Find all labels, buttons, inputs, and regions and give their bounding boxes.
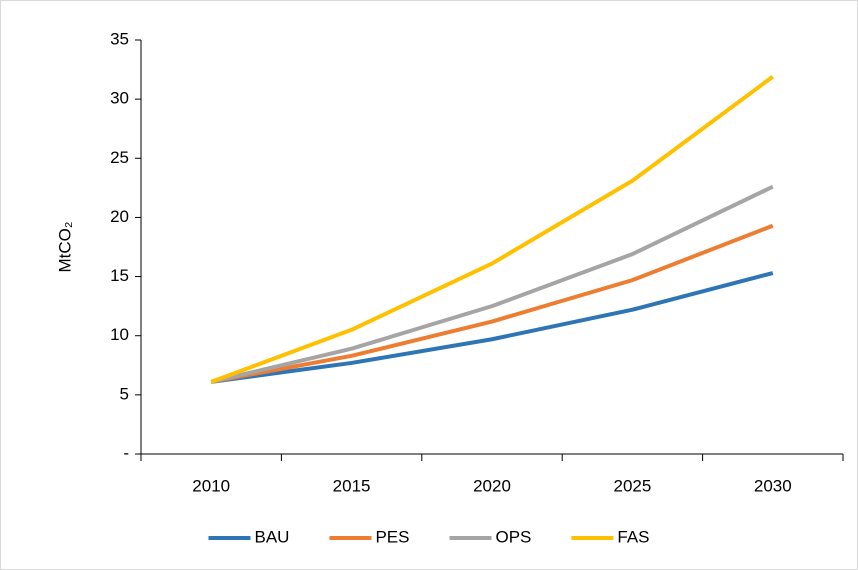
x-tick-label: 2010	[192, 476, 230, 495]
x-tick-label: 2025	[613, 476, 651, 495]
y-tick-label: 10	[110, 325, 129, 344]
y-tick-label: 20	[110, 207, 129, 226]
legend-label: OPS	[495, 527, 531, 546]
series-line	[210, 75, 774, 384]
y-tick-label: 25	[110, 148, 129, 167]
x-tick-label: 2030	[754, 476, 792, 495]
y-tick-label: 5	[120, 384, 129, 403]
y-tick-label: 30	[110, 89, 129, 108]
x-tick-label: 2015	[333, 476, 371, 495]
x-tick-label: 2020	[473, 476, 511, 495]
y-tick-label: 35	[110, 29, 129, 48]
y-axis-label: MtCO₂	[55, 222, 74, 273]
series-line	[210, 271, 774, 384]
legend-label: PES	[375, 527, 409, 546]
y-tick-label: -	[123, 443, 129, 462]
legend-label: FAS	[617, 527, 649, 546]
legend-label: BAU	[254, 527, 289, 546]
series-line	[210, 184, 774, 384]
series-line	[210, 223, 774, 384]
y-tick-label: 15	[110, 266, 129, 285]
